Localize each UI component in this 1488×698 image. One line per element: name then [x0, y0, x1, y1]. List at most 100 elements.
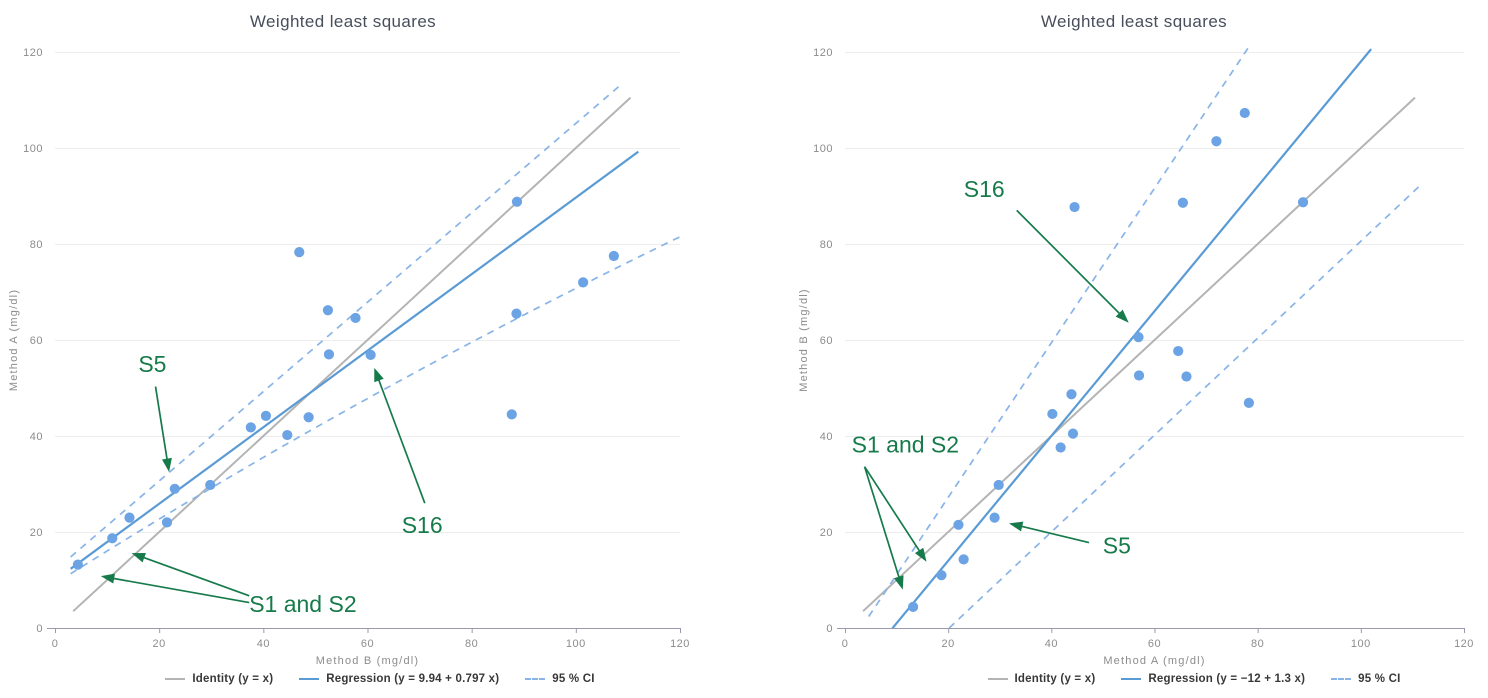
legend-label: Regression (y = 9.94 + 0.797 x) — [326, 673, 500, 685]
identity-line-swatch-icon — [165, 678, 186, 680]
x-tick-label: 40 — [1045, 638, 1058, 650]
data-point[interactable] — [1239, 107, 1250, 119]
data-point[interactable] — [1211, 136, 1222, 147]
data-point[interactable] — [1069, 201, 1080, 213]
data-point[interactable] — [1243, 397, 1254, 408]
annotation-label: S1 and S2 — [852, 432, 959, 458]
data-point[interactable] — [1177, 197, 1188, 208]
annotation-label: S5 — [1103, 532, 1131, 558]
ci-upper-line — [868, 44, 1251, 617]
ci-line-swatch-icon — [525, 678, 546, 680]
x-tick-label: 60 — [1148, 638, 1161, 650]
data-point[interactable] — [282, 429, 293, 441]
data-point[interactable] — [958, 554, 969, 565]
data-point[interactable] — [365, 349, 376, 360]
data-point[interactable] — [1181, 371, 1192, 382]
annotation-arrowhead — [374, 367, 384, 383]
y-tick-label: 20 — [30, 527, 43, 539]
data-point[interactable] — [1133, 370, 1145, 381]
data-point[interactable] — [322, 305, 334, 316]
y-tick-label: 60 — [820, 335, 833, 347]
scatter-plot-right: 0 20 40 60 80 100 120 0 20 40 60 80 100 120 Method A (… — [798, 44, 1474, 667]
data-point[interactable] — [1133, 332, 1144, 343]
data-point[interactable] — [245, 422, 256, 433]
x-tick-label: 120 — [1454, 638, 1474, 650]
data-point[interactable] — [107, 533, 118, 544]
legend-item-identity: Identity (y = x) — [987, 673, 1096, 685]
data-point[interactable] — [608, 250, 619, 262]
data-point[interactable] — [953, 519, 964, 530]
legend: Identity (y = x) Regression (y = −12 + 1… — [894, 673, 1488, 685]
data-point[interactable] — [936, 570, 947, 581]
data-point[interactable] — [1173, 345, 1184, 357]
chart-weighted-least-squares-right: Weighted least squares 0 20 40 60 80 100 120 0 2… — [744, 0, 1488, 698]
legend-item-regression: Regression (y = 9.94 + 0.797 x) — [299, 673, 499, 685]
annotation-label: S16 — [964, 176, 1005, 202]
annotation-arrow — [376, 375, 426, 504]
y-tick-label: 60 — [30, 335, 43, 347]
annotation-arrowhead — [162, 457, 172, 472]
data-point[interactable] — [161, 517, 173, 528]
data-point[interactable] — [907, 601, 919, 612]
data-point[interactable] — [205, 479, 216, 491]
data-point[interactable] — [1067, 428, 1079, 439]
identity-line — [862, 96, 1416, 612]
x-tick-label: 80 — [1251, 638, 1264, 650]
regression-line — [69, 150, 639, 570]
x-tick-label: 100 — [1351, 638, 1371, 650]
data-point[interactable] — [169, 483, 180, 494]
legend-item-identity: Identity (y = x) — [165, 673, 273, 685]
data-point[interactable] — [511, 196, 523, 207]
annotation-arrowhead — [131, 553, 146, 563]
annotation-arrow — [109, 576, 250, 604]
data-point[interactable] — [989, 512, 1000, 523]
y-tick-label: 100 — [23, 143, 43, 155]
data-point[interactable] — [578, 277, 589, 288]
annotation-arrowhead — [1009, 521, 1024, 532]
annotation-arrow — [863, 466, 901, 582]
legend-item-ci: 95 % CI — [525, 673, 594, 685]
x-tick-label: 40 — [257, 638, 270, 650]
data-point[interactable] — [511, 308, 522, 319]
y-tick-label: 0 — [36, 623, 43, 635]
data-point[interactable] — [303, 412, 314, 423]
data-point[interactable] — [260, 410, 272, 421]
scatter-plot-left: 0 20 40 60 80 100 120 0 20 40 60 80 100 120 Method B (… — [8, 47, 689, 667]
chart-weighted-least-squares-left: Weighted least squares 0 20 40 60 80 100 120 0 2… — [8, 12, 690, 685]
ci-line-swatch-icon — [1331, 678, 1352, 680]
annotation-arrowhead — [914, 547, 927, 562]
data-point[interactable] — [323, 349, 335, 360]
data-point[interactable] — [1066, 389, 1077, 400]
data-point[interactable] — [1297, 197, 1309, 208]
data-point[interactable] — [993, 479, 1004, 491]
data-point[interactable] — [1047, 408, 1058, 420]
legend-item-regression: Regression (y = −12 + 1.3 x) — [1121, 673, 1305, 685]
annotation-arrowhead — [1115, 309, 1129, 323]
ci-lower-line — [70, 236, 681, 575]
legend-label: 95 % CI — [552, 673, 595, 685]
annotation-arrow — [1017, 524, 1090, 544]
y-tick-label: 40 — [820, 431, 833, 443]
y-tick-label: 20 — [820, 527, 833, 539]
data-point[interactable] — [124, 512, 135, 523]
data-point[interactable] — [294, 247, 305, 258]
regression-line-swatch-icon — [1121, 678, 1142, 680]
data-point[interactable] — [350, 312, 361, 324]
y-tick-label: 0 — [826, 623, 833, 635]
y-axis-title: Method B (mg/dl) — [798, 288, 810, 392]
annotation-arrowhead — [100, 573, 116, 584]
ci-lower-line — [948, 182, 1424, 628]
annotation-arrowhead — [893, 575, 904, 590]
data-point[interactable] — [1055, 442, 1066, 453]
data-point[interactable] — [506, 409, 517, 420]
y-tick-label: 80 — [30, 239, 43, 251]
legend-label: Identity (y = x) — [192, 673, 274, 685]
legend: Identity (y = x) Regression (y = 9.94 + … — [70, 673, 690, 685]
chart-title: Weighted least squares — [1040, 12, 1228, 31]
data-point[interactable] — [72, 559, 84, 570]
y-tick-label: 120 — [813, 47, 833, 59]
y-tick-label: 80 — [820, 239, 833, 251]
annotation-label: S1 and S2 — [249, 591, 356, 617]
y-tick-label: 100 — [813, 143, 833, 155]
